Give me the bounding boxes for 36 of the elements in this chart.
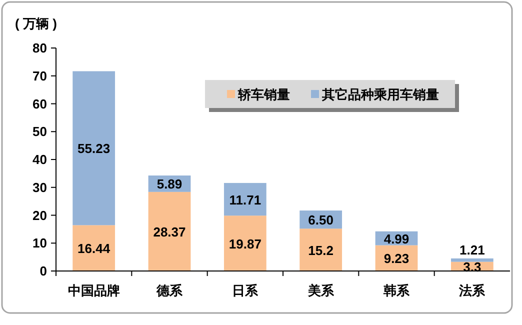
y-tick-label: 0 [40, 264, 47, 278]
data-label: 4.99 [384, 231, 410, 246]
bar [148, 192, 191, 271]
data-label: 5.89 [156, 176, 182, 192]
data-label: 16.44 [78, 241, 111, 256]
bar [224, 216, 266, 271]
y-tick-label: 50 [32, 124, 47, 140]
data-label: 28.37 [153, 224, 186, 240]
bar [450, 258, 494, 262]
x-tick-label: 法系 [458, 283, 486, 298]
bar [72, 71, 116, 226]
x-tick-label: 美系 [306, 283, 335, 298]
data-label: 55.23 [78, 141, 110, 156]
data-label: 19.87 [228, 236, 262, 252]
x-tick-label: 中国品牌 [68, 283, 120, 298]
data-label: 11.71 [229, 192, 262, 208]
y-tick-label: 10 [32, 236, 47, 251]
y-tick-label: 60 [32, 96, 47, 112]
legend-label: 其它品种乘用车销量 [321, 87, 439, 102]
bar [72, 225, 116, 271]
data-label: 15.2 [308, 242, 334, 258]
data-label: 6.50 [308, 212, 334, 228]
x-tick-label: 日系 [232, 283, 260, 298]
x-tick-label: 韩系 [382, 283, 410, 298]
legend-label: 轿车销量 [237, 87, 290, 102]
x-tick-label: 德系 [156, 283, 184, 298]
bar [224, 182, 266, 216]
y-tick-label: 40 [32, 152, 47, 167]
y-tick-label: 20 [32, 208, 47, 223]
y-tick-label: 80 [32, 40, 47, 56]
bar [300, 228, 342, 271]
y-tick-label: 70 [32, 68, 47, 84]
data-label: 1.21 [460, 242, 485, 258]
data-label: 9.23 [384, 251, 410, 266]
y-tick-label: 30 [32, 180, 47, 195]
y-axis-title: ( 万辆 ) [15, 16, 57, 31]
